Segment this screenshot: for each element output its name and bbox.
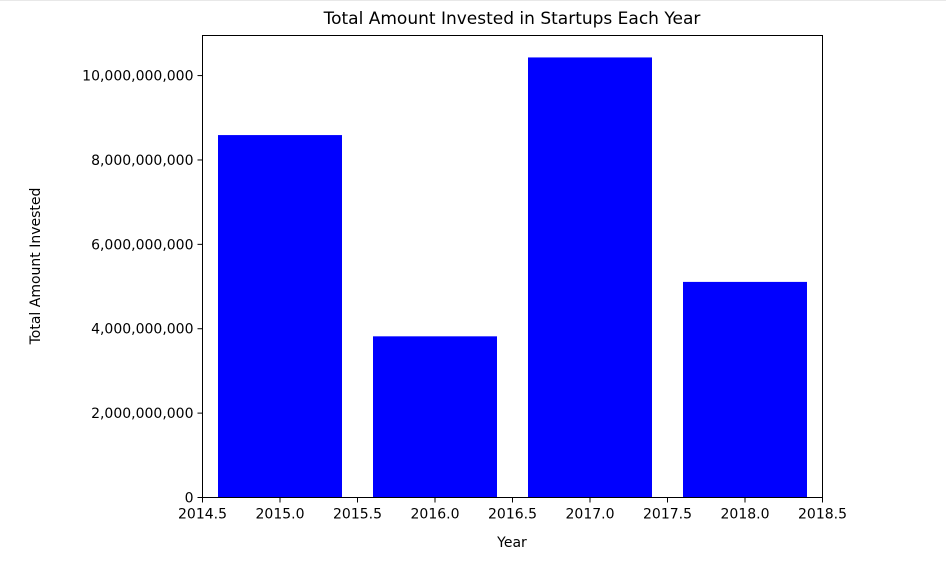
x-tick-label: 2015.0 (256, 507, 305, 523)
bar-2017 (528, 57, 652, 498)
bar-2018 (683, 281, 807, 498)
y-tick-label: 8,000,000,000 (91, 153, 193, 169)
x-tick-label: 2018.5 (798, 507, 847, 523)
x-axis-label: Year (496, 535, 527, 551)
y-axis-label: Total Amount Invested (28, 188, 44, 346)
plot-frame (202, 35, 823, 498)
x-tick-label: 2015.5 (333, 507, 382, 523)
x-tick-label: 2014.5 (178, 507, 227, 523)
y-tick-label: 2,000,000,000 (91, 406, 193, 422)
y-tick-label: 10,000,000,000 (82, 69, 193, 85)
y-tick-label: 6,000,000,000 (91, 237, 193, 253)
top-border-line (0, 0, 946, 1)
bar-2016 (373, 336, 497, 498)
x-tick-label: 2017.0 (566, 507, 615, 523)
x-tick-label: 2018.0 (721, 507, 770, 523)
x-tick-label: 2016.5 (488, 507, 537, 523)
bar-2015 (218, 135, 342, 498)
x-tick-label: 2017.5 (643, 507, 692, 523)
bars-group (218, 57, 807, 498)
y-axis-ticks: 0 2,000,000,000 4,000,000,000 6,000,000,000… (82, 69, 203, 507)
y-tick-label: 4,000,000,000 (91, 322, 193, 338)
y-tick-label: 0 (185, 491, 194, 507)
x-axis-ticks: 2014.5 2015.0 2015.5 2016.0 2016.5 2017.0 2017… (178, 497, 847, 523)
x-tick-label: 2016.0 (411, 507, 460, 523)
chart-title: Total Amount Invested in Startups Each Y… (323, 9, 701, 29)
